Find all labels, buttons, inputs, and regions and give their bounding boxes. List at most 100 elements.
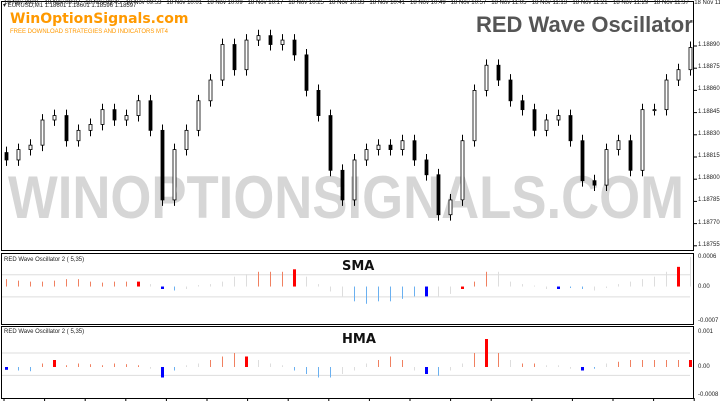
candle-bull [604, 149, 609, 186]
sma-histogram-bar [414, 286, 415, 297]
indicator-label-sma: RED Wave Oscillator 2 ( 5,35) [4, 257, 85, 263]
x-tick-label: 18 Nov 11:13 [531, 0, 568, 6]
candle-bull [664, 79, 669, 111]
hma-histogram-bar [606, 363, 607, 367]
candle-bear [112, 109, 117, 121]
watermark: WINOPTIONSIGNALS.COM [8, 164, 684, 231]
candle-bull [196, 100, 201, 131]
sma-histogram-bar [126, 281, 127, 287]
hma-histogram-bar [462, 363, 463, 367]
hma-histogram-bar [306, 367, 307, 374]
sma-histogram-bar [102, 282, 103, 287]
sma-histogram-bar [258, 271, 259, 287]
hma-histogram-bar [126, 364, 127, 367]
x-tick-label: 18 Nov 11:45 [694, 0, 720, 6]
hma-histogram-bar [78, 363, 79, 367]
hma-histogram-bar [390, 356, 391, 367]
y-tick-label: 1.18800 [698, 175, 720, 182]
candle-bull [100, 109, 105, 125]
caption-hma: HMA [342, 332, 376, 347]
candle-bull [52, 115, 57, 121]
hma-histogram-bar [498, 353, 499, 367]
hma-histogram-bar [114, 363, 115, 367]
x-tick-label: 18 Nov 11:21 [572, 0, 608, 6]
candle-bear [568, 115, 573, 142]
sma-histogram-bar [293, 269, 296, 287]
hma-histogram-bar [161, 367, 164, 378]
candle-bear [328, 115, 333, 171]
hma-y-tick-label: 0.001 [698, 329, 714, 335]
candle-bull [616, 140, 621, 151]
candle-bull [556, 115, 561, 121]
sma-histogram-bar [210, 284, 211, 287]
x-tick-label: 18 Nov 10:33 [328, 0, 365, 6]
sma-histogram-bar [114, 281, 115, 287]
hma-histogram-bar [294, 367, 295, 371]
main-pane-frame [1, 1, 694, 251]
sma-histogram-bar [150, 284, 151, 287]
sma-histogram-bar [198, 285, 199, 287]
candle-bear [628, 140, 633, 171]
hma-histogram-bar [558, 365, 559, 367]
sma-histogram-bar [677, 266, 680, 287]
sma-histogram-bar [222, 281, 223, 287]
y-tick-label: 1.18830 [698, 130, 720, 137]
hma-histogram-bar [534, 363, 535, 367]
hma-histogram-bar [522, 363, 523, 367]
y-tick-label: 1.18875 [698, 64, 720, 71]
candle-bear [388, 144, 393, 151]
hma-histogram-bar [330, 367, 331, 378]
tagline: FREE DOWNLOAD STRATEGIES AND INDICATORS … [10, 29, 169, 35]
hma-histogram-bar [245, 356, 248, 367]
candle-bull [484, 64, 489, 91]
sma-histogram-bar [438, 286, 439, 297]
hma-y-tick-label: 0.00 [698, 364, 710, 370]
y-tick-label: 1.18815 [698, 153, 720, 159]
hma-histogram-bar [198, 363, 199, 367]
hma-histogram-bar [210, 360, 211, 367]
sma-histogram-bar [6, 279, 7, 287]
candle-bull [16, 149, 21, 161]
hma-histogram-bar [234, 353, 235, 367]
hma-histogram-bar [666, 360, 667, 367]
hma-histogram-bar [474, 353, 475, 367]
candle-bull [220, 44, 225, 81]
hma-histogram-bar [402, 360, 403, 367]
sma-histogram-bar [557, 286, 560, 289]
x-tick-label: 18 Nov 09:37 [44, 0, 81, 6]
candle-bull [208, 79, 213, 102]
sma-histogram-bar [690, 257, 691, 287]
candle-bull [40, 119, 45, 146]
hma-histogram-bar [174, 367, 175, 371]
candle-bull [544, 119, 549, 131]
brand-logo: WinOptionSignals.com [10, 11, 189, 27]
hma-histogram-bar [342, 367, 343, 374]
candle-bear [316, 90, 321, 116]
hma-y-tick-label: -0.0008 [698, 392, 719, 398]
sma-histogram-bar [137, 281, 140, 287]
hma-pane-frame [1, 326, 694, 399]
sma-histogram-bar [606, 286, 607, 289]
sma-histogram-bar [54, 280, 55, 287]
x-tick-label: 18 Nov 10:57 [450, 0, 487, 6]
sma-histogram-bar [66, 279, 67, 287]
candle-bull [280, 39, 285, 45]
candle-bear [496, 64, 501, 81]
candle-bull [124, 115, 129, 121]
sma-histogram-bar [234, 276, 235, 287]
hma-histogram-bar [270, 363, 271, 367]
x-tick-label: 18 Nov 11:37 [653, 0, 689, 6]
hma-histogram-bar [138, 365, 139, 367]
candle-bear [340, 169, 345, 201]
hma-histogram-bar [581, 367, 584, 371]
x-tick-label: 18 Nov 2020 [4, 0, 39, 6]
candle-bear [148, 100, 153, 131]
sma-y-tick-label: -0.0007 [698, 318, 719, 324]
y-tick-label: 1.18770 [698, 219, 720, 226]
candle-bull [76, 129, 81, 142]
sma-histogram-bar [522, 284, 523, 287]
sma-histogram-bar [582, 286, 583, 289]
sma-histogram-bar [450, 286, 451, 294]
candle-bull [244, 39, 249, 71]
candle-bull [256, 35, 261, 41]
